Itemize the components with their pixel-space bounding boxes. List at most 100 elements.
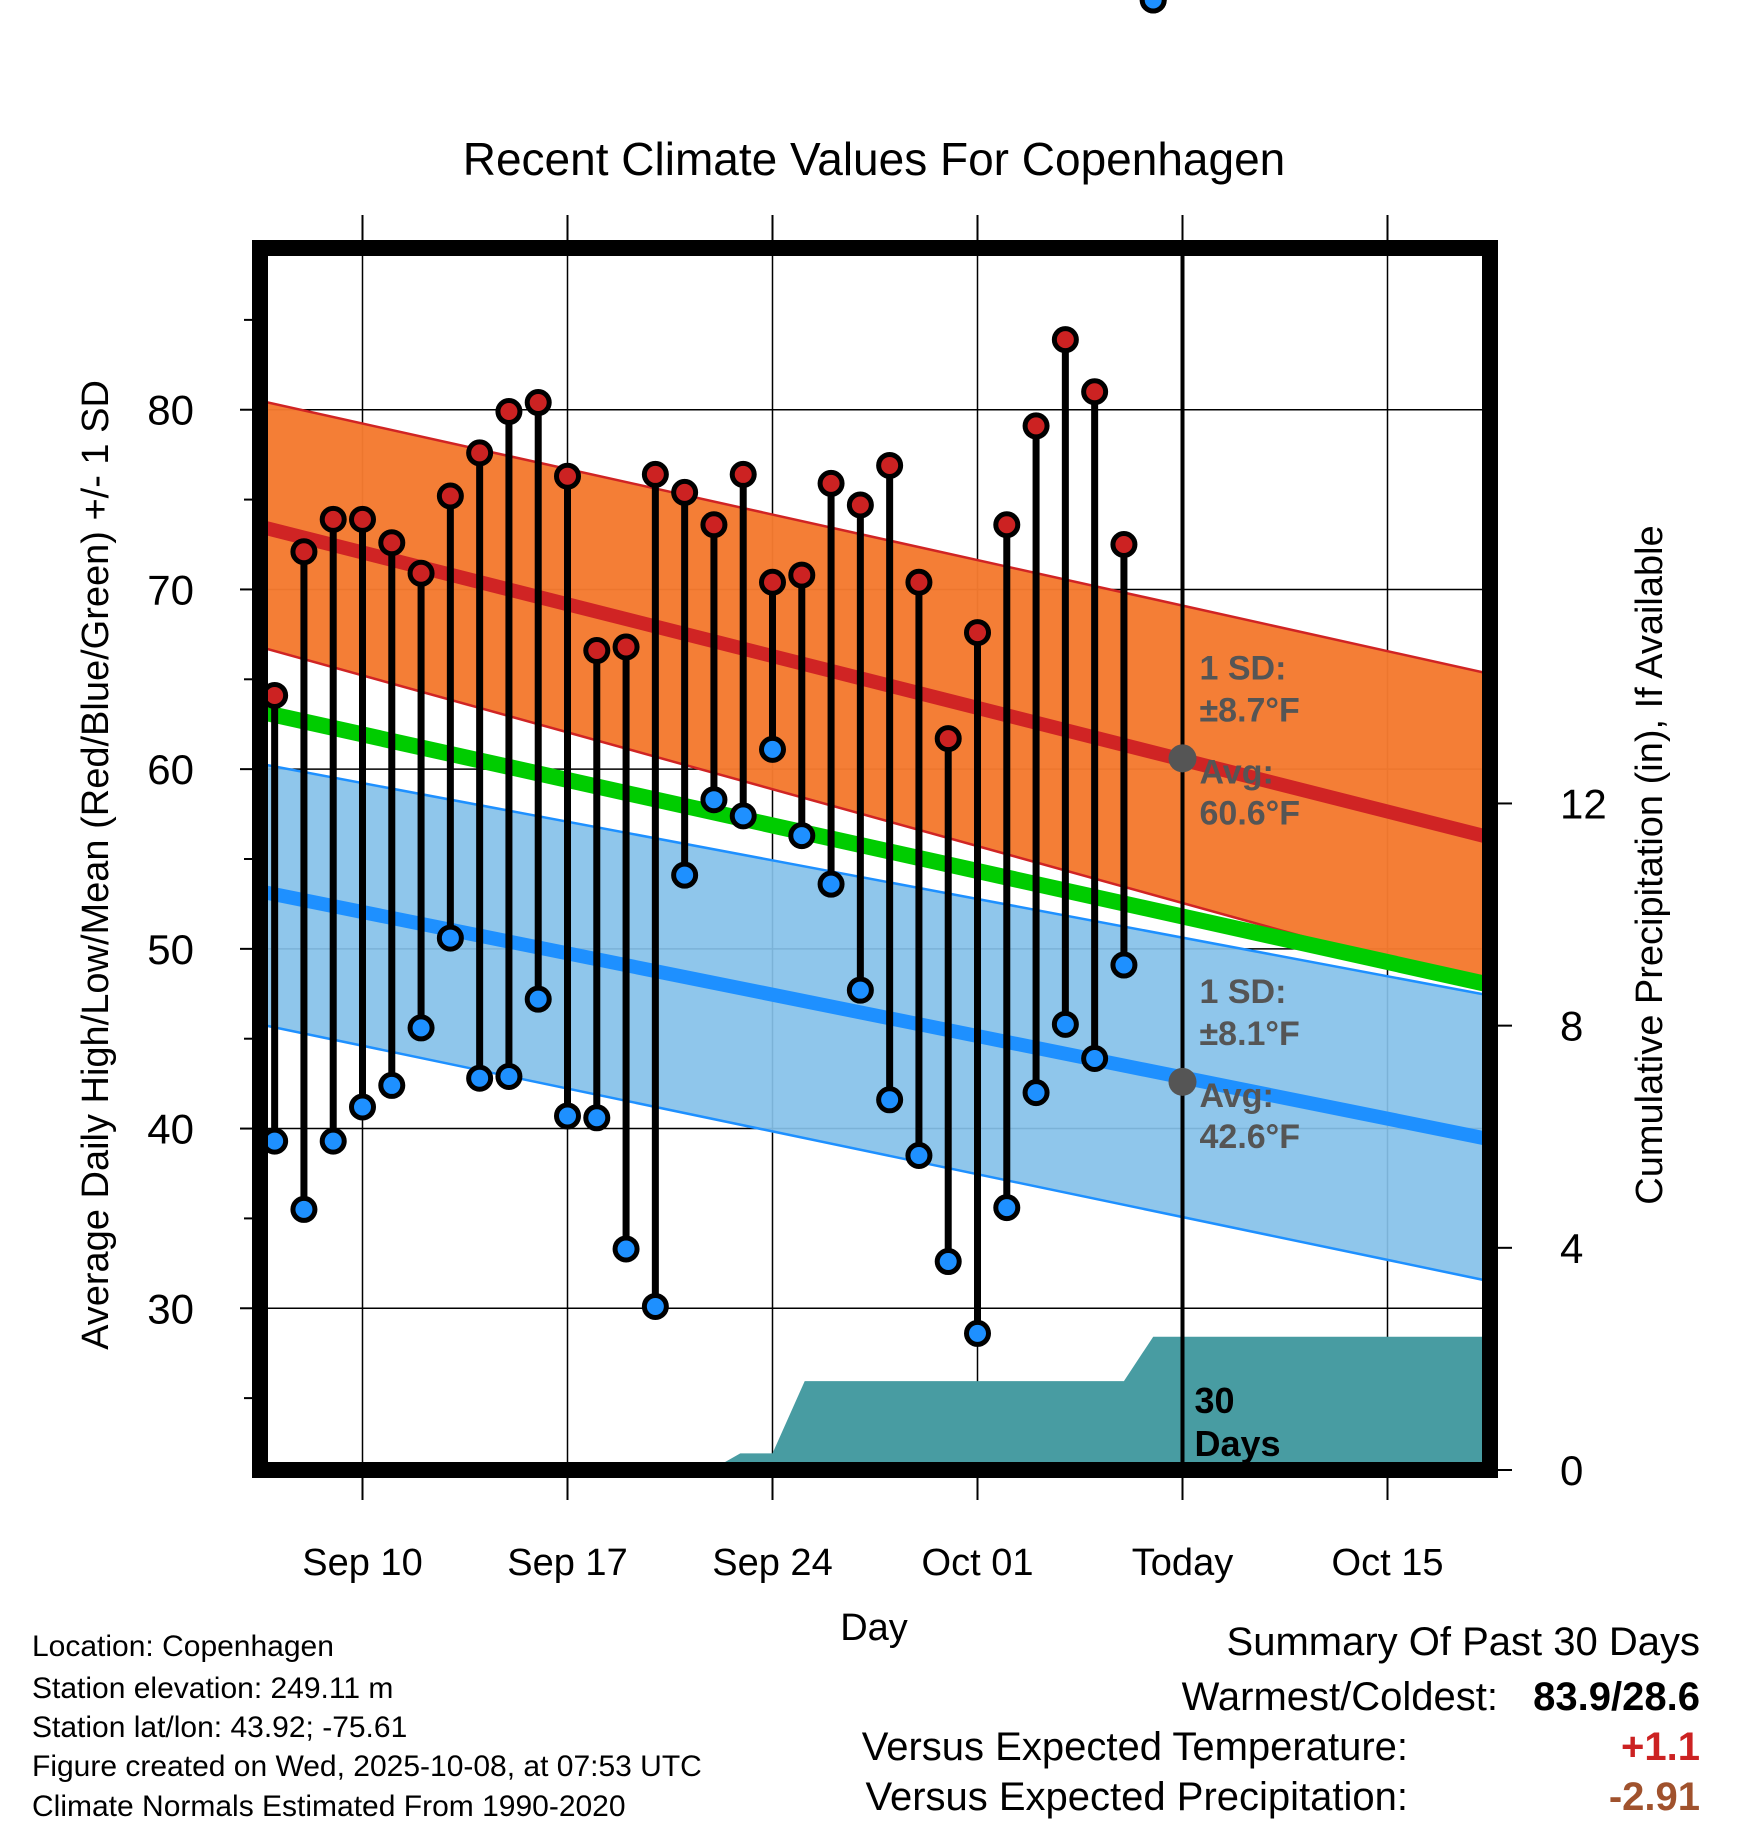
- y-tick-label: 50: [147, 926, 194, 973]
- daily-high-point: [817, 469, 845, 497]
- y-tick-label: 70: [147, 566, 194, 613]
- low-avg-dot: [1168, 1067, 1197, 1096]
- x-tick-label: Today: [1132, 1542, 1233, 1584]
- data-markers: [261, 0, 1167, 1347]
- y2-tick-label: 4: [1560, 1225, 1583, 1272]
- high-avg-label: Avg:: [1200, 753, 1274, 791]
- x-tick-label: Sep 10: [302, 1542, 422, 1584]
- y2-tick-label: 12: [1560, 780, 1607, 827]
- daily-low-point: [319, 1127, 347, 1155]
- info-location: Location: Copenhagen: [32, 1630, 334, 1663]
- daily-high-point: [759, 568, 786, 596]
- axes: 30 40 50 60 70 80 0 4 8 12 Sep 10 Sep 17 Sep 24 Oct 0…: [147, 215, 1607, 1584]
- info-elevation: Station elevation: 249.11 m: [32, 1672, 394, 1705]
- daily-high-point: [407, 559, 435, 587]
- mean-normal-line: [260, 703, 1490, 993]
- daily-low-point: [554, 1102, 581, 1130]
- daily-high-point: [1110, 531, 1138, 559]
- daily-high-point: [788, 561, 816, 589]
- info-created: Figure created on Wed, 2025-10-08, at 07…: [32, 1750, 702, 1783]
- daily-low-point: [905, 1142, 933, 1170]
- daily-low-point: [729, 802, 757, 830]
- precip-anomaly-label: Versus Expected Precipitation:: [865, 1775, 1408, 1819]
- daily-low-point: [612, 1235, 640, 1263]
- daily-high-point: [993, 511, 1021, 539]
- daily-low-point: [378, 1071, 406, 1099]
- daily-high-point: [1022, 412, 1050, 440]
- daily-low-point: [964, 1319, 991, 1347]
- y2-tick-label: 0: [1560, 1447, 1583, 1494]
- warm-cold-label: Warmest/Coldest:: [1181, 1675, 1498, 1719]
- daily-high-point: [905, 568, 933, 596]
- daily-high-point: [349, 505, 376, 533]
- x-tick-label: Sep 17: [507, 1542, 627, 1584]
- daily-low-point: [1110, 951, 1138, 979]
- daily-low-point: [817, 870, 845, 898]
- low-sd-value: ±8.1°F: [1200, 1015, 1300, 1053]
- y-axis-label: Average Daily High/Low/Mean (Red/Blue/Gr…: [75, 380, 117, 1350]
- daily-low-point: [1022, 1079, 1050, 1107]
- daily-low-point: [876, 1086, 904, 1114]
- daily-low-point: [993, 1194, 1021, 1222]
- high-normal-line: [260, 519, 1490, 845]
- plot-area: [260, 248, 1490, 1470]
- daily-high-point: [466, 439, 494, 467]
- daily-low-point: [788, 822, 816, 850]
- y-tick-label: 30: [147, 1285, 194, 1332]
- daily-low-point: [583, 1104, 611, 1132]
- daily-high-point: [554, 462, 581, 490]
- daily-high-point: [876, 451, 904, 479]
- precip-anomaly-value: -2.91: [1608, 1775, 1700, 1819]
- daily-high-point: [495, 398, 523, 426]
- daily-high-point: [1051, 326, 1079, 354]
- daily-high-point: [700, 511, 728, 539]
- daily-low-point: [759, 735, 786, 763]
- daily-high-point: [612, 633, 640, 661]
- precip-area: [260, 1336, 1490, 1470]
- x-tick-label: Sep 24: [712, 1542, 832, 1584]
- daily-low-point: [1081, 1044, 1109, 1072]
- x-axis-label: Day: [840, 1607, 908, 1649]
- y2-tick-label: 8: [1560, 1003, 1583, 1050]
- daily-low-point: [1051, 1010, 1079, 1038]
- daily-low-point: [700, 786, 728, 814]
- daily-high-point: [436, 482, 464, 510]
- daily-low-point: [846, 976, 874, 1004]
- daily-high-point: [1081, 378, 1109, 406]
- daily-high-point: [934, 725, 962, 753]
- x-tick-label: Oct 15: [1332, 1542, 1444, 1584]
- daily-high-point: [319, 505, 347, 533]
- low-avg-value: 42.6°F: [1200, 1118, 1301, 1156]
- daily-high-point: [290, 538, 318, 566]
- days-count-label: 30: [1195, 1380, 1235, 1421]
- y-tick-label: 60: [147, 746, 194, 793]
- high-avg-dot: [1168, 744, 1197, 773]
- daily-high-point: [583, 637, 611, 665]
- temp-anomaly-value: +1.1: [1621, 1725, 1700, 1769]
- daily-low-point: [1139, 0, 1167, 14]
- y-tick-label: 80: [147, 387, 194, 434]
- daily-high-point: [524, 389, 552, 417]
- daily-low-point: [466, 1064, 494, 1092]
- daily-high-point: [729, 460, 757, 488]
- daily-low-point: [641, 1292, 669, 1320]
- daily-low-point: [436, 924, 464, 952]
- y-tick-label: 40: [147, 1106, 194, 1153]
- daily-high-point: [378, 529, 406, 557]
- daily-low-point: [524, 985, 552, 1013]
- daily-low-point: [407, 1014, 435, 1042]
- chart-title: Recent Climate Values For Copenhagen: [463, 133, 1286, 185]
- x-tick-label: Oct 01: [922, 1542, 1034, 1584]
- temp-anomaly-label: Versus Expected Temperature:: [861, 1725, 1408, 1769]
- low-sd-label: 1 SD:: [1200, 973, 1287, 1011]
- daily-high-point: [964, 619, 991, 647]
- summary-title: Summary Of Past 30 Days: [1226, 1620, 1700, 1664]
- daily-low-point: [934, 1248, 962, 1276]
- daily-low-point: [671, 861, 699, 889]
- days-word-label: Days: [1195, 1423, 1281, 1464]
- info-normals: Climate Normals Estimated From 1990-2020: [32, 1790, 626, 1823]
- daily-low-point: [495, 1062, 523, 1090]
- daily-high-point: [641, 460, 669, 488]
- low-avg-label: Avg:: [1200, 1077, 1274, 1115]
